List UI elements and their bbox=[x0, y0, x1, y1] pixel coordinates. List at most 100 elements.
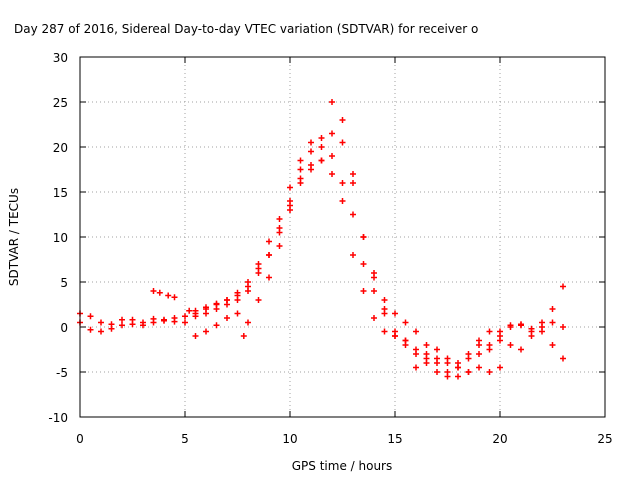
data-point-marker bbox=[119, 322, 125, 329]
data-point-marker bbox=[318, 157, 325, 164]
data-point-marker bbox=[329, 153, 335, 159]
data-point-marker bbox=[549, 306, 556, 312]
data-point-marker bbox=[297, 180, 304, 186]
series-track-c bbox=[192, 99, 503, 380]
data-point-marker bbox=[192, 310, 199, 317]
data-point-marker bbox=[119, 316, 125, 323]
series-track-e bbox=[186, 157, 566, 375]
data-point-marker bbox=[318, 144, 325, 150]
series-track-d bbox=[150, 288, 178, 301]
data-point-marker bbox=[266, 274, 272, 281]
data-point-marker bbox=[497, 364, 503, 371]
data-point-marker bbox=[381, 297, 388, 303]
x-axis-label: GPS time / hours bbox=[292, 459, 393, 473]
data-point-marker bbox=[240, 333, 247, 339]
data-point-marker bbox=[455, 373, 461, 380]
data-point-marker bbox=[360, 234, 367, 240]
data-point-marker bbox=[297, 166, 304, 173]
axis-ticks: 0 5 10 15 20 25 -10 -5 0 5 10 15 20 25 30 bbox=[48, 51, 612, 446]
data-point-marker bbox=[203, 306, 209, 312]
data-point-marker bbox=[560, 324, 566, 330]
data-point-marker bbox=[87, 313, 94, 320]
data-point-marker bbox=[329, 130, 335, 137]
data-point-marker bbox=[507, 322, 514, 329]
x-tick-label: 15 bbox=[387, 432, 402, 446]
x-tick-label: 10 bbox=[282, 432, 297, 446]
data-point-marker bbox=[308, 148, 314, 155]
data-point-marker bbox=[413, 351, 419, 357]
data-point-marker bbox=[108, 325, 115, 332]
data-point-marker bbox=[287, 202, 293, 209]
data-point-marker bbox=[266, 252, 272, 258]
data-point-marker bbox=[360, 288, 367, 294]
data-point-marker bbox=[297, 157, 304, 164]
y-tick-label: 5 bbox=[60, 276, 68, 290]
data-point-marker bbox=[129, 316, 136, 323]
data-point-marker bbox=[486, 342, 493, 348]
data-point-marker bbox=[381, 306, 388, 312]
data-point-marker bbox=[423, 342, 430, 348]
data-point-marker bbox=[392, 310, 398, 317]
data-point-marker bbox=[234, 289, 241, 296]
data-point-marker bbox=[150, 315, 157, 322]
data-point-marker bbox=[213, 301, 220, 308]
data-point-marker bbox=[213, 322, 220, 329]
data-series bbox=[77, 99, 566, 380]
data-point-marker bbox=[350, 211, 356, 218]
data-point-marker bbox=[203, 328, 209, 335]
data-point-marker bbox=[224, 315, 230, 321]
data-point-marker bbox=[245, 319, 251, 326]
data-point-marker bbox=[444, 369, 451, 375]
data-point-marker bbox=[339, 117, 346, 123]
series-track-b bbox=[77, 139, 566, 366]
y-tick-label: -10 bbox=[48, 411, 68, 425]
data-point-marker bbox=[476, 337, 482, 344]
data-point-marker bbox=[528, 333, 535, 339]
y-tick-label: 10 bbox=[53, 231, 68, 245]
data-point-marker bbox=[360, 261, 367, 267]
y-tick-label: -5 bbox=[56, 366, 68, 380]
data-point-marker bbox=[87, 326, 94, 333]
data-point-marker bbox=[287, 184, 293, 191]
data-point-marker bbox=[476, 364, 482, 371]
data-point-marker bbox=[549, 342, 556, 348]
data-point-marker bbox=[224, 297, 230, 303]
data-point-marker bbox=[255, 265, 262, 272]
data-point-marker bbox=[539, 328, 545, 335]
data-point-marker bbox=[329, 171, 335, 177]
data-point-marker bbox=[549, 319, 556, 326]
data-point-marker bbox=[497, 337, 503, 344]
data-point-marker bbox=[413, 328, 419, 335]
y-tick-label: 30 bbox=[53, 51, 68, 65]
series-track-a bbox=[77, 130, 566, 371]
data-point-marker bbox=[371, 315, 377, 321]
data-point-marker bbox=[276, 229, 283, 236]
data-point-marker bbox=[339, 198, 346, 204]
data-point-marker bbox=[255, 297, 262, 303]
data-point-marker bbox=[476, 351, 482, 357]
data-point-marker bbox=[371, 288, 377, 294]
data-point-marker bbox=[339, 180, 346, 186]
y-tick-label: 0 bbox=[60, 321, 68, 335]
data-point-marker bbox=[434, 369, 440, 375]
data-point-marker bbox=[329, 99, 335, 105]
data-point-marker bbox=[245, 283, 251, 290]
data-point-marker bbox=[350, 252, 356, 258]
data-point-marker bbox=[560, 355, 566, 362]
data-point-marker bbox=[402, 337, 409, 344]
data-point-marker bbox=[413, 364, 419, 371]
data-point-marker bbox=[308, 139, 314, 146]
data-point-marker bbox=[507, 342, 514, 348]
data-point-marker bbox=[186, 307, 193, 314]
data-point-marker bbox=[371, 270, 377, 276]
data-point-marker bbox=[171, 315, 178, 321]
data-point-marker bbox=[465, 355, 472, 362]
data-point-marker bbox=[98, 319, 104, 326]
data-point-marker bbox=[98, 328, 104, 335]
data-point-marker bbox=[156, 289, 163, 296]
data-point-marker bbox=[539, 319, 545, 326]
data-point-marker bbox=[497, 328, 503, 335]
y-tick-label: 20 bbox=[53, 141, 68, 155]
data-point-marker bbox=[171, 294, 178, 301]
data-point-marker bbox=[486, 328, 493, 335]
